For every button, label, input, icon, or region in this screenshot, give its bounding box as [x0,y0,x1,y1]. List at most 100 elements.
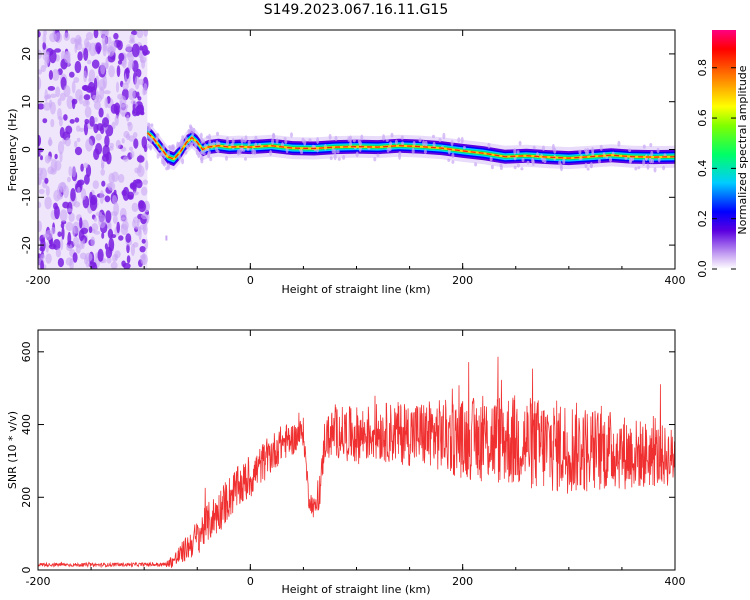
colorbar: 0.0 0.2 0.4 0.6 0.8 Normalized spectral ampl… [696,30,749,278]
signal-speckle [462,146,466,150]
noise-blob [88,42,97,57]
noise-blob [119,207,127,220]
signal-speckle [199,132,203,139]
noise-blob [68,166,73,177]
signal-speckle [194,143,198,149]
noise-blob [76,125,81,132]
noise-blob [105,246,113,259]
snr-y-axis-label: SNR (10 * v/v) [6,411,19,489]
signal-speckle [450,139,454,147]
noise-blob [140,254,146,260]
noise-blob [84,256,89,265]
noise-blob [71,165,77,178]
noise-blob [46,156,53,162]
noise-blob [49,49,57,64]
noise-blob [119,104,128,116]
spectrogram-y-tick-label: -20 [20,236,33,254]
signal-speckle [542,145,545,151]
noise-blob [97,248,104,262]
noise-blob [83,94,91,101]
snr-x-tick-label: 0 [247,575,254,588]
signal-speckle [247,140,251,146]
signal-speckle [489,156,493,162]
noise-blob [137,96,142,101]
signal-speckle [243,139,247,143]
noise-blob [140,104,145,116]
signal-speckle [212,141,216,146]
noise-blob [78,229,85,242]
signal-speckle [586,147,590,155]
signal-speckle [499,163,503,167]
noise-blob [50,118,55,128]
signal-speckle [646,163,650,170]
signal-speckle [373,157,377,162]
noise-blob [113,189,117,195]
signal-speckle [316,137,320,144]
noise-blob [118,235,124,241]
noise-blob [121,189,127,196]
signal-speckle [191,130,195,136]
signal-speckle [520,167,524,171]
spectrogram-x-tick-label: 0 [247,274,254,287]
noise-blob [42,118,48,124]
signal-speckle [329,156,333,161]
noise-blob [53,189,61,202]
signal-speckle [591,146,595,154]
signal-speckle [290,132,293,138]
signal-speckle [236,149,240,156]
noise-blob [51,69,60,81]
noise-blob [126,243,130,254]
noise-blob [145,160,149,171]
noise-blob [74,117,80,123]
signal-speckle [526,160,530,165]
noise-blob [45,242,49,253]
signal-speckle [474,162,478,167]
spectrogram-y-tick-label: 20 [20,47,33,61]
signal-speckle [207,151,211,159]
noise-blob [39,246,44,252]
signal-speckle [177,153,181,161]
signal-speckle [197,152,201,159]
noise-blob [72,252,78,263]
signal-speckle [562,158,566,165]
signal-speckle [438,138,442,143]
snr-y-tick-label: 600 [20,341,33,362]
noise-blob [105,210,112,224]
signal-speckle [447,158,451,162]
noise-blob [83,47,89,61]
noise-blob [113,32,119,40]
signal-speckle [333,153,337,161]
noise-blob [59,209,68,222]
noise-blob [74,60,82,74]
signal-speckle [284,139,288,144]
noise-blob [136,155,145,163]
noise-blob [95,143,103,155]
signal-speckle [150,123,154,127]
noise-blob [63,114,68,121]
signal-speckle [376,153,380,157]
noise-blob [102,144,110,158]
noise-blob [92,95,97,100]
colorbar-label: Normalized spectral amplitude [736,65,749,234]
signal-speckle [457,137,461,143]
signal-speckle [401,141,405,146]
noise-blob [48,136,52,147]
noise-blob [142,44,148,57]
noise-blob [122,156,129,162]
noise-blob [132,132,138,138]
noise-blob [106,256,112,264]
noise-blob [80,163,84,172]
noise-blob [131,43,140,58]
noise-blob [64,137,71,147]
spectrogram-x-tick-label: 400 [665,274,686,287]
noise-blob [61,226,65,240]
noise-blob [66,208,73,213]
signal-speckle [199,151,203,155]
colorbar-tick-label: 0.6 [696,109,709,127]
snr-x-tick-label: -200 [26,575,51,588]
noise-blob [88,78,92,83]
noise-blob [45,185,50,197]
noise-blob [64,50,71,59]
noise-blob [57,98,62,106]
